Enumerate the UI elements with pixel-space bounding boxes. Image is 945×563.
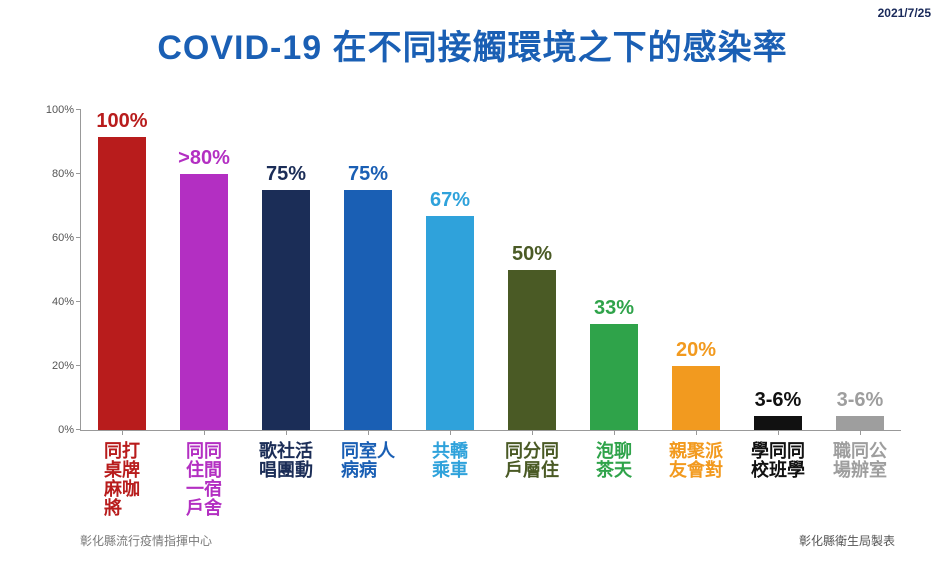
x-category-label: 同病室病人 xyxy=(327,442,409,518)
y-tick-label: 80% xyxy=(52,168,74,180)
x-tick-mark xyxy=(368,430,369,435)
x-tick-mark xyxy=(778,430,779,435)
y-tick-label: 20% xyxy=(52,360,74,372)
x-category-label: 同住一戶同間宿舍 xyxy=(163,442,245,518)
x-category-label: 共乘轎車 xyxy=(409,442,491,518)
x-tick-mark xyxy=(450,430,451,435)
plot-area: 100%>80%75%75%67%50%33%20%3-6%3-6% 同桌麻將打… xyxy=(80,110,901,431)
chart-title: COVID-19 在不同接觸環境之下的感染率 xyxy=(0,20,945,69)
bar-slot: 75% xyxy=(245,110,327,430)
bar-slot: 50% xyxy=(491,110,573,430)
bar-slot: 67% xyxy=(409,110,491,430)
bar-value-label: 50% xyxy=(512,243,552,266)
bar-rect xyxy=(180,174,228,430)
y-tick-mark xyxy=(76,365,81,366)
bar-value-label: 33% xyxy=(594,297,634,320)
x-category-label: 學校同班同學 xyxy=(737,442,819,518)
bar-slot: 100% xyxy=(81,110,163,430)
x-category-label: 同戶分層同住 xyxy=(491,442,573,518)
bar-rect xyxy=(590,324,638,430)
y-tick-mark xyxy=(76,173,81,174)
x-tick-mark xyxy=(204,430,205,435)
y-tick-label: 100% xyxy=(46,104,74,116)
bar-value-label: 75% xyxy=(266,163,306,186)
bar-value-label: >80% xyxy=(178,147,230,170)
bar-slot: 33% xyxy=(573,110,655,430)
bar-slot: 3-6% xyxy=(819,110,901,430)
bar-value-label: 3-6% xyxy=(837,389,884,412)
bar-slot: 20% xyxy=(655,110,737,430)
bar-rect xyxy=(508,270,556,430)
x-labels-container: 同桌麻將打牌咖同住一戶同間宿舍歌唱社團活動同病室病人共乘轎車同戶分層同住泡茶聊天… xyxy=(81,442,901,518)
x-tick-mark xyxy=(860,430,861,435)
bar-rect xyxy=(672,366,720,430)
y-tick-label: 0% xyxy=(58,424,74,436)
bars-container: 100% >80% 75% 75% 67% 50% 33% 20% 3-6% 3-6% xyxy=(81,110,901,430)
bar-value-label: 67% xyxy=(430,189,470,212)
footer-left: 彰化縣流行疫情指揮中心 xyxy=(80,532,212,549)
bar-value-label: 20% xyxy=(676,339,716,362)
x-category-label: 泡茶聊天 xyxy=(573,442,655,518)
x-category-label: 職場同辦公室 xyxy=(819,442,901,518)
bar-rect xyxy=(98,137,146,430)
bar-value-label: 100% xyxy=(96,110,147,133)
page-root: 2021/7/25 COVID-19 在不同接觸環境之下的感染率 0% 20% 40… xyxy=(0,0,945,563)
y-tick-mark xyxy=(76,237,81,238)
x-category-label: 親友聚會派對 xyxy=(655,442,737,518)
bar-value-label: 3-6% xyxy=(755,389,802,412)
x-category-label: 歌唱社團活動 xyxy=(245,442,327,518)
y-tick-mark xyxy=(76,109,81,110)
bar-slot: 3-6% xyxy=(737,110,819,430)
x-tick-mark xyxy=(696,430,697,435)
chart-area: 0%20%40%60%80%100% 100%>80%75%75%67%50%3… xyxy=(80,110,900,430)
x-tick-mark xyxy=(286,430,287,435)
x-tick-mark xyxy=(614,430,615,435)
bar-rect xyxy=(836,416,884,430)
x-tick-mark xyxy=(122,430,123,435)
date-label: 2021/7/25 xyxy=(878,6,931,20)
bar-slot: 75% xyxy=(327,110,409,430)
bar-rect xyxy=(754,416,802,430)
bar-rect xyxy=(426,216,474,430)
bar-slot: >80% xyxy=(163,110,245,430)
y-tick-mark xyxy=(76,301,81,302)
bar-rect xyxy=(344,190,392,430)
bar-rect xyxy=(262,190,310,430)
x-tick-mark xyxy=(532,430,533,435)
y-tick-mark xyxy=(76,429,81,430)
y-tick-label: 40% xyxy=(52,296,74,308)
footer-right: 彰化縣衛生局製表 xyxy=(799,532,895,549)
y-axis: 0%20%40%60%80%100% xyxy=(40,110,80,430)
x-category-label: 同桌麻將打牌咖 xyxy=(81,442,163,518)
y-tick-label: 60% xyxy=(52,232,74,244)
bar-value-label: 75% xyxy=(348,163,388,186)
